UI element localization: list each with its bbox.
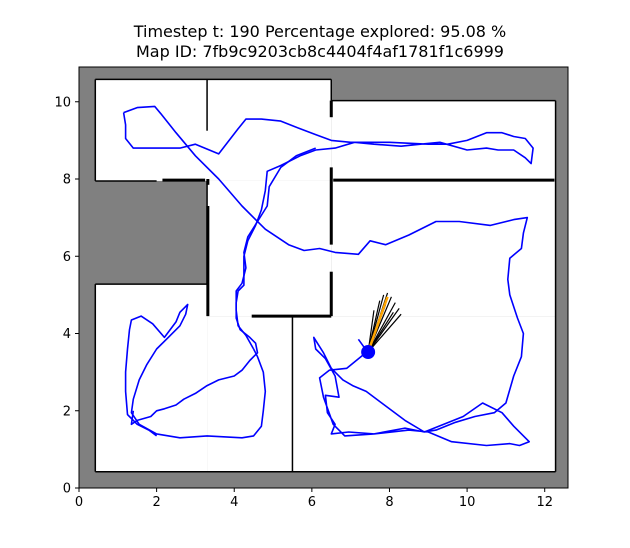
x-tick-label-2: 2	[152, 495, 160, 510]
plot-frame	[78, 66, 569, 489]
chart-title-line1: Timestep t: 190 Percentage explored: 95.…	[133, 22, 507, 41]
room-5	[331, 180, 556, 317]
x-axis-ticks: 0 2 4 6 8 10 12	[75, 488, 553, 510]
y-tick-label-0: 0	[63, 482, 71, 497]
y-tick-label-10: 10	[54, 95, 71, 110]
trajectory-upper	[122, 112, 534, 426]
y-axis-ticks: 0 2 4 6 8 10	[54, 95, 79, 497]
x-tick-label-4: 4	[230, 495, 238, 510]
y-tick-label-4: 4	[63, 327, 71, 342]
x-tick-label-10: 10	[459, 495, 476, 510]
y-tick-label-8: 8	[63, 173, 71, 188]
agent-marker	[361, 345, 376, 360]
ray-7	[367, 313, 402, 353]
x-tick-label-12: 12	[536, 495, 553, 510]
walls	[94, 78, 557, 473]
room-4	[207, 316, 556, 472]
room-0	[95, 79, 332, 181]
trajectory-lower-left	[124, 303, 267, 439]
y-tick-label-6: 6	[63, 250, 71, 265]
trajectory-right	[123, 105, 531, 447]
room-2	[207, 180, 332, 317]
trajectory	[122, 105, 534, 447]
ray-8	[367, 311, 394, 353]
unexplored-pocket	[155, 180, 208, 248]
plot-area	[79, 67, 568, 488]
x-tick-label-8: 8	[385, 495, 393, 510]
x-tick-label-6: 6	[308, 495, 316, 510]
explored-rooms	[95, 79, 556, 472]
room-1	[331, 100, 556, 181]
x-tick-label-0: 0	[75, 495, 83, 510]
chart-title-line2: Map ID: 7fb9c9203cb8c4404f4af1781f1c6999	[136, 42, 504, 61]
room-3	[95, 284, 208, 472]
y-tick-label-2: 2	[63, 404, 71, 419]
agent-heading	[366, 296, 389, 353]
